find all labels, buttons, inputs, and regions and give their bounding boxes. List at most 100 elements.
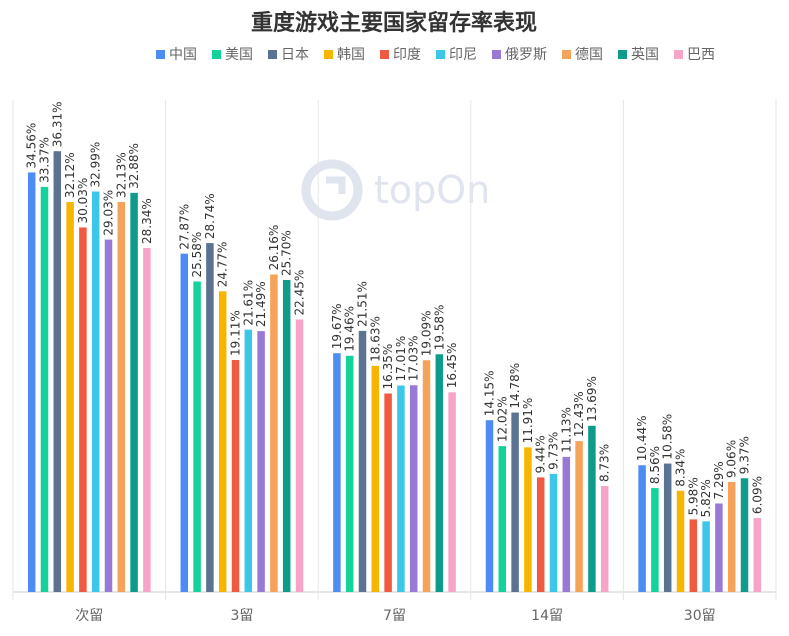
bar[interactable] — [282, 280, 291, 592]
x-tick-label: 次留 — [75, 608, 103, 624]
data-label: 5.98% — [686, 477, 700, 515]
bar[interactable] — [663, 463, 672, 592]
data-label: 9.06% — [725, 440, 739, 478]
bar[interactable] — [79, 227, 87, 593]
bar[interactable] — [600, 486, 609, 592]
data-label: 9.44% — [534, 435, 548, 473]
data-label: 24.77% — [216, 242, 230, 288]
bar[interactable] — [753, 518, 762, 592]
bar[interactable] — [511, 412, 519, 592]
data-label: 19.11% — [229, 310, 243, 356]
data-label: 5.82% — [699, 479, 713, 517]
bar[interactable] — [384, 393, 392, 592]
data-label: 11.13% — [559, 407, 573, 453]
data-label: 9.73% — [547, 432, 561, 470]
bar[interactable] — [409, 385, 418, 592]
x-tick-label: 30留 — [684, 608, 716, 624]
bar[interactable] — [345, 355, 354, 592]
bar[interactable] — [244, 329, 253, 592]
bar[interactable] — [549, 473, 558, 592]
bar[interactable] — [498, 446, 507, 592]
legend-item[interactable]: 印度 — [380, 47, 421, 63]
legend-item[interactable]: 英国 — [618, 46, 659, 63]
bar[interactable] — [53, 151, 62, 592]
data-label: 21.51% — [356, 281, 370, 327]
data-label: 12.43% — [572, 391, 586, 437]
data-label: 14.15% — [483, 370, 497, 416]
legend-swatch — [324, 50, 333, 59]
data-label: 26.16% — [267, 225, 281, 271]
bar[interactable] — [40, 186, 49, 593]
bar[interactable] — [104, 239, 113, 592]
bar[interactable] — [422, 360, 431, 592]
bar[interactable] — [180, 253, 189, 592]
bar[interactable] — [485, 420, 494, 592]
bar[interactable] — [727, 482, 736, 592]
x-tick-label: 7留 — [383, 608, 406, 624]
bars — [27, 151, 762, 593]
bar[interactable] — [676, 490, 685, 592]
data-label: 7.29% — [712, 461, 726, 499]
data-label: 22.45% — [293, 270, 307, 316]
bar[interactable] — [638, 465, 646, 592]
bar[interactable] — [91, 191, 100, 592]
legend-swatch — [674, 50, 683, 59]
data-label: 8.56% — [648, 446, 662, 484]
data-label: 8.34% — [674, 449, 688, 487]
watermark-logo — [301, 159, 363, 221]
bar[interactable] — [295, 319, 304, 592]
bar[interactable] — [651, 488, 659, 592]
bar[interactable] — [702, 521, 710, 592]
data-label: 32.12% — [63, 152, 77, 198]
legend-label: 韩国 — [337, 47, 365, 63]
data-label: 29.03% — [102, 190, 116, 236]
data-label: 21.49% — [254, 281, 268, 327]
legend-swatch — [380, 50, 389, 59]
legend-item[interactable]: 中国 — [156, 47, 197, 63]
data-label: 10.44% — [635, 415, 649, 461]
legend-label: 美国 — [225, 47, 253, 63]
bar[interactable] — [206, 243, 214, 592]
data-label: 32.88% — [127, 143, 141, 189]
bar[interactable] — [333, 353, 341, 592]
data-label: 11.91% — [521, 398, 535, 444]
bar[interactable] — [689, 519, 698, 592]
bar[interactable] — [562, 456, 571, 592]
legend-swatch — [618, 50, 627, 59]
data-label: 21.61% — [241, 280, 255, 326]
bar[interactable] — [371, 365, 380, 592]
data-label: 25.70% — [280, 230, 294, 276]
bar[interactable] — [358, 330, 367, 592]
legend-item[interactable]: 美国 — [212, 47, 253, 63]
bar[interactable] — [448, 392, 456, 592]
bar[interactable] — [740, 478, 749, 592]
data-label: 30.03% — [76, 178, 90, 224]
legend-item[interactable]: 韩国 — [324, 47, 365, 63]
legend-item[interactable]: 巴西 — [674, 47, 715, 63]
bar[interactable] — [270, 274, 278, 592]
data-label: 16.45% — [445, 343, 459, 389]
bar[interactable] — [231, 360, 240, 592]
watermark-text: topOn — [374, 168, 490, 212]
bar[interactable] — [575, 441, 583, 592]
bar[interactable] — [117, 201, 126, 592]
bar[interactable] — [524, 447, 532, 592]
bar[interactable] — [130, 192, 138, 593]
bar[interactable] — [536, 477, 545, 592]
bar[interactable] — [588, 425, 596, 592]
data-label: 25.58% — [190, 232, 204, 278]
bar[interactable] — [715, 503, 723, 592]
bar[interactable] — [143, 247, 151, 592]
legend-item[interactable]: 俄罗斯 — [492, 47, 547, 63]
legend-item[interactable]: 印尼 — [436, 47, 477, 63]
legend-item[interactable]: 德国 — [562, 47, 603, 63]
bar[interactable] — [193, 281, 201, 592]
data-label: 10.58% — [661, 414, 675, 460]
bar[interactable] — [257, 331, 265, 592]
legend-item[interactable]: 日本 — [268, 47, 309, 63]
bar[interactable] — [66, 202, 74, 592]
bar[interactable] — [218, 291, 227, 592]
bar[interactable] — [27, 172, 36, 593]
bar[interactable] — [435, 354, 444, 592]
bar[interactable] — [397, 385, 405, 592]
